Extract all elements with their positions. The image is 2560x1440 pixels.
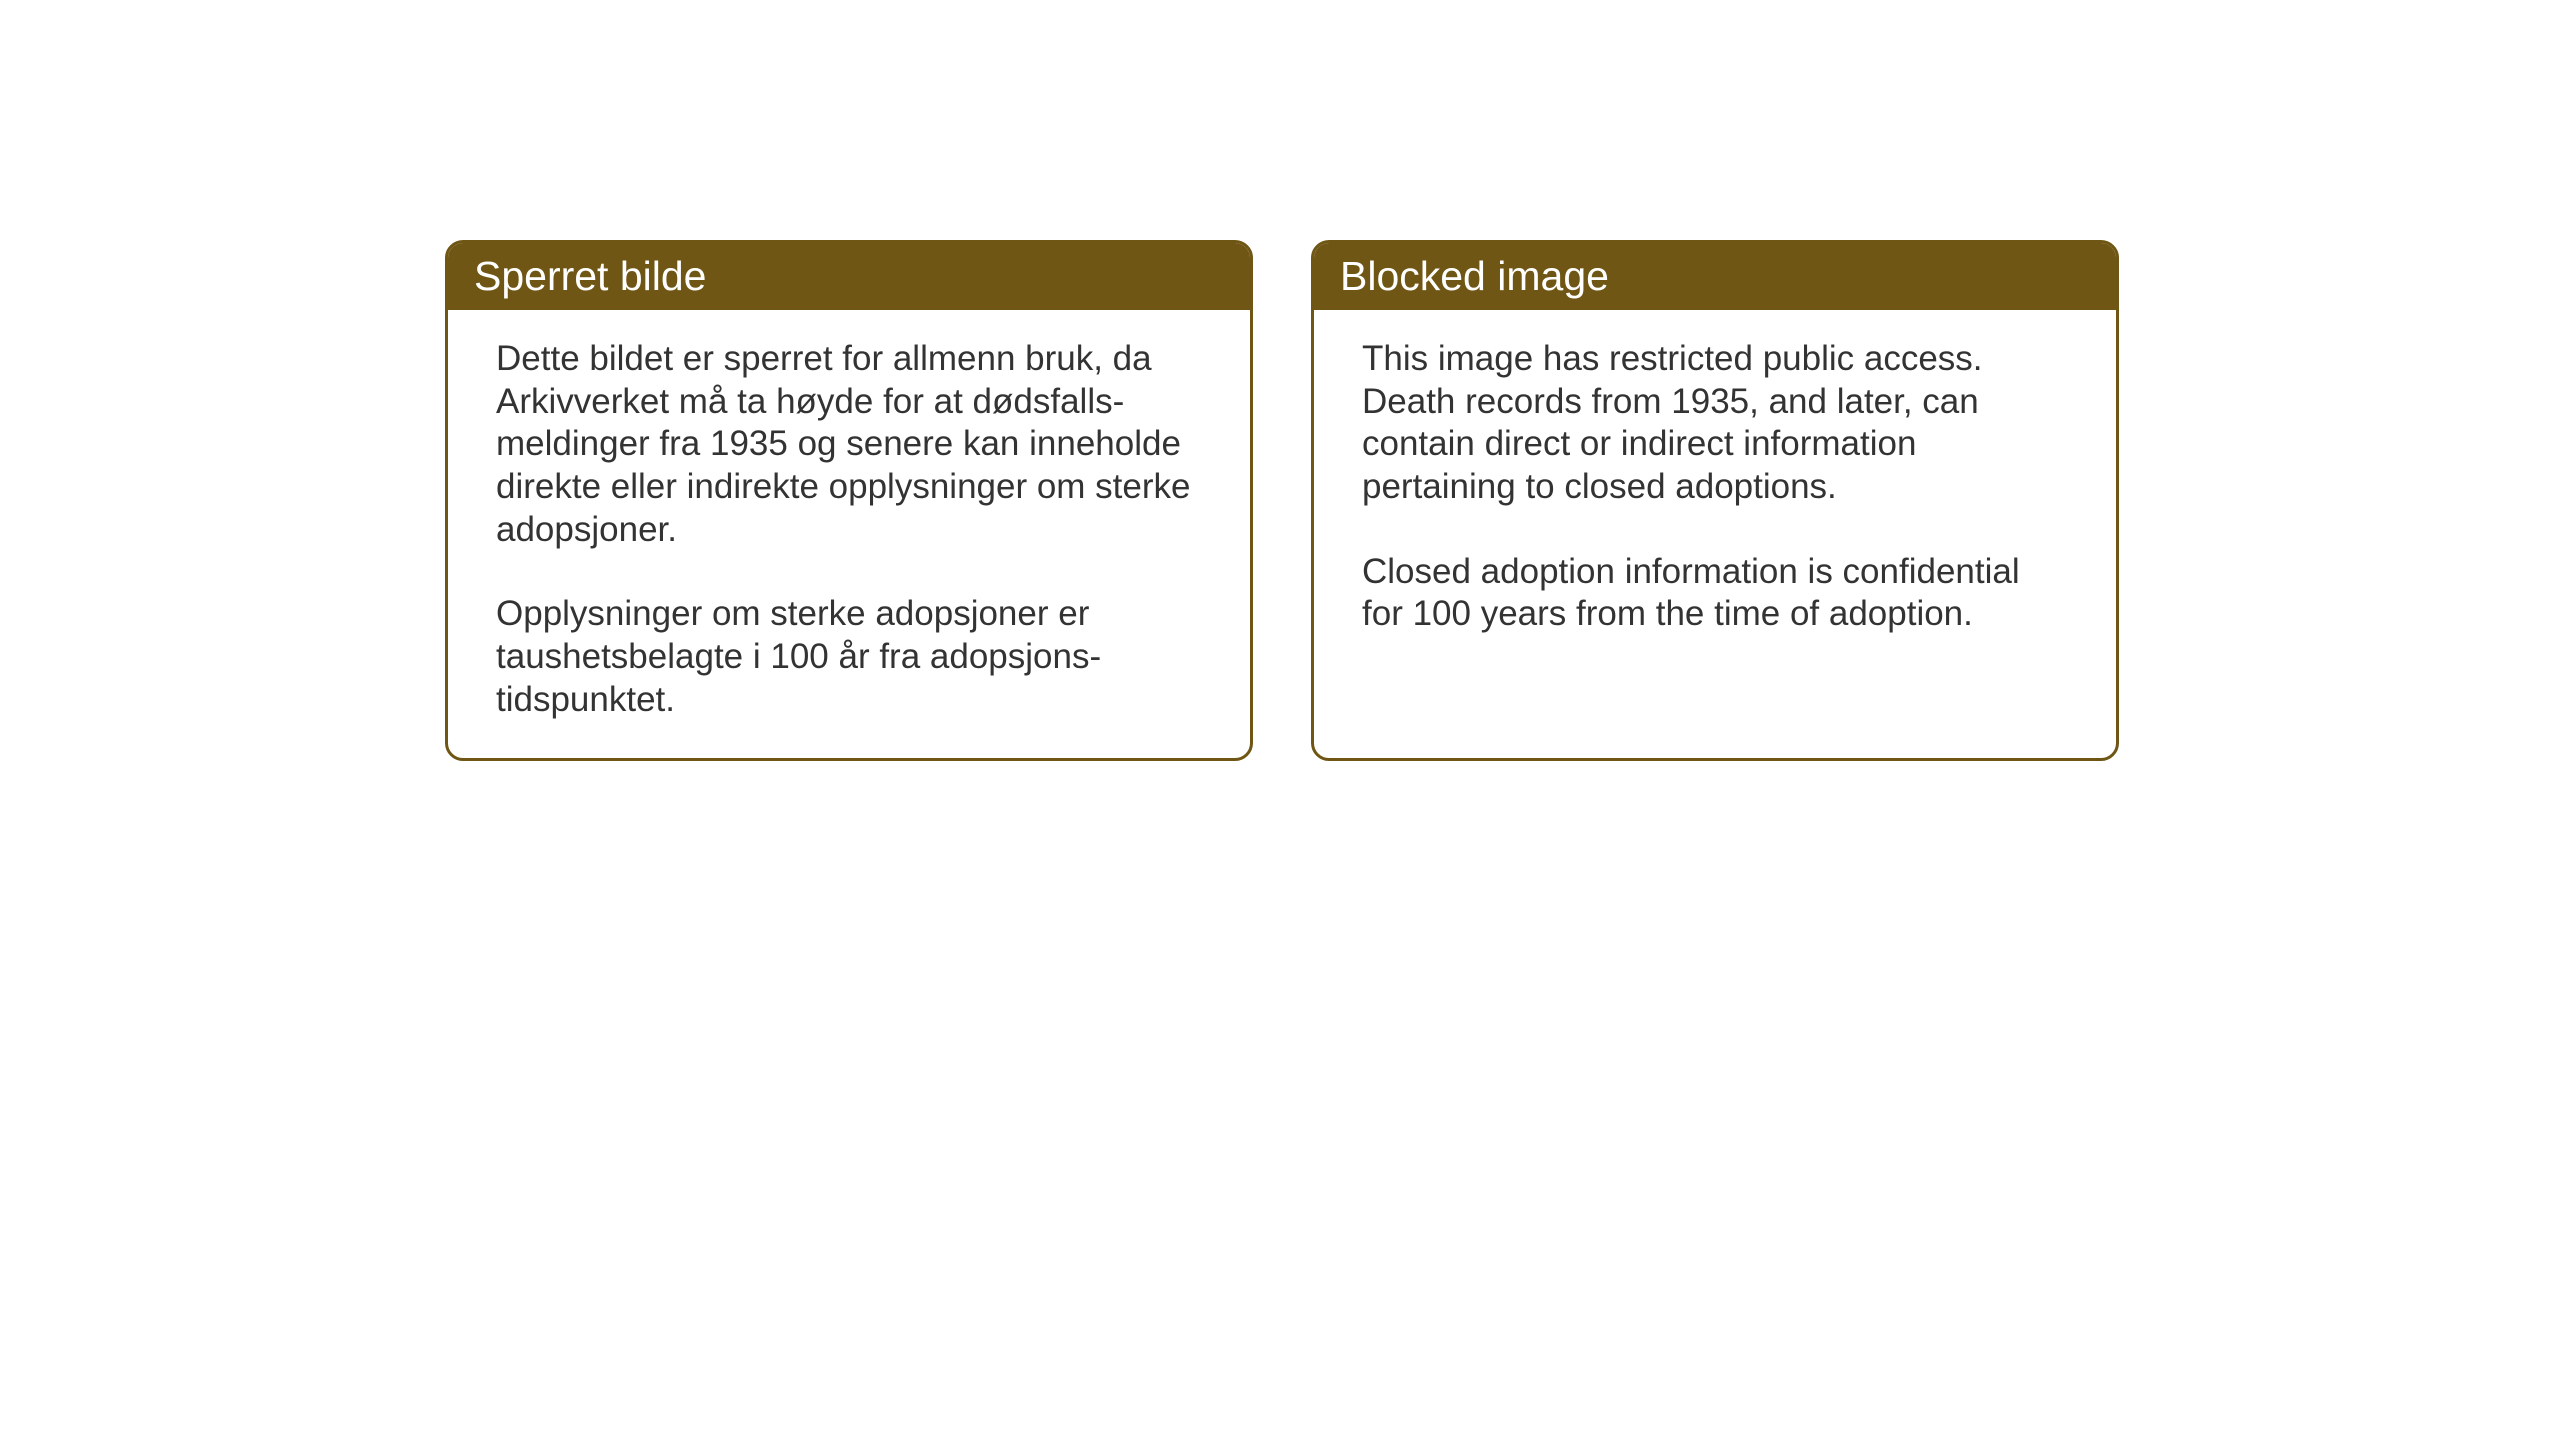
notice-header-english: Blocked image (1314, 243, 2116, 310)
notice-body-english: This image has restricted public access.… (1314, 310, 2116, 672)
notice-container: Sperret bilde Dette bildet er sperret fo… (445, 240, 2119, 761)
notice-paragraph-2-english: Closed adoption information is confident… (1362, 551, 2068, 636)
notice-paragraph-1-english: This image has restricted public access.… (1362, 338, 2068, 509)
notice-body-norwegian: Dette bildet er sperret for allmenn bruk… (448, 310, 1250, 758)
notice-paragraph-2-norwegian: Opplysninger om sterke adopsjoner er tau… (496, 593, 1202, 721)
notice-box-english: Blocked image This image has restricted … (1311, 240, 2119, 761)
notice-box-norwegian: Sperret bilde Dette bildet er sperret fo… (445, 240, 1253, 761)
notice-header-norwegian: Sperret bilde (448, 243, 1250, 310)
notice-paragraph-1-norwegian: Dette bildet er sperret for allmenn bruk… (496, 338, 1202, 551)
